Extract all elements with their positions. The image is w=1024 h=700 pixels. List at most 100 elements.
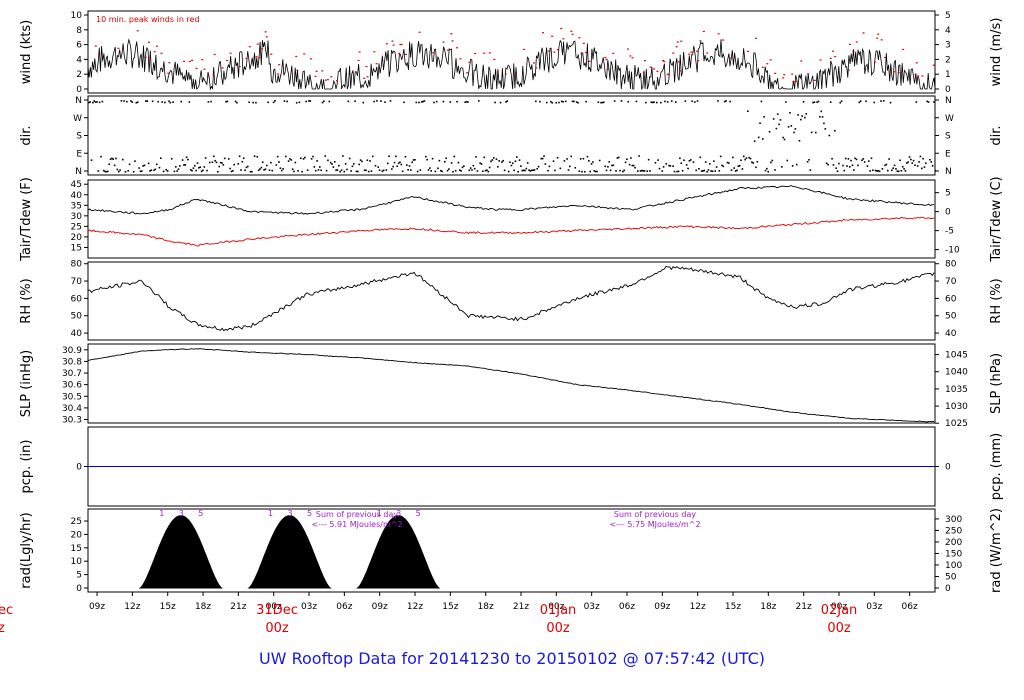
direction-point — [234, 100, 237, 103]
direction-point — [380, 100, 382, 102]
direction-point — [895, 168, 897, 170]
peak-wind-point — [257, 57, 260, 59]
direction-point — [328, 100, 331, 103]
peak-wind-point — [191, 59, 194, 61]
direction-point — [105, 170, 108, 173]
direction-point — [615, 170, 617, 172]
peak-wind-point — [195, 67, 198, 70]
direction-point — [313, 166, 316, 168]
direction-point — [681, 169, 684, 172]
peak-wind-point — [504, 73, 507, 75]
peak-wind-point — [459, 58, 462, 60]
ytick-label-right: 0 — [945, 584, 951, 594]
peak-wind-point — [324, 79, 327, 81]
peak-wind-point — [206, 76, 209, 78]
peak-wind-point — [680, 40, 683, 42]
radiation-marker: 1 — [159, 509, 164, 518]
peak-wind-point — [94, 45, 97, 47]
ytick-label-left: 70 — [71, 277, 83, 287]
direction-point — [908, 156, 911, 158]
direction-point — [503, 169, 506, 172]
ytick-label-left: 40 — [71, 191, 83, 201]
direction-point — [435, 100, 438, 103]
peak-wind-point — [326, 79, 329, 81]
direction-point — [563, 160, 566, 162]
direction-point — [299, 157, 302, 160]
sum-note-line2: <--- 5.75 MJoules/m^2 — [609, 520, 700, 529]
direction-point — [536, 167, 539, 170]
direction-point — [366, 159, 369, 162]
direction-point — [925, 162, 927, 165]
direction-point — [487, 170, 490, 173]
direction-point — [183, 164, 185, 166]
direction-point — [833, 129, 836, 132]
direction-point — [677, 170, 680, 173]
direction-point — [286, 100, 288, 103]
direction-point — [635, 100, 638, 103]
direction-point — [305, 100, 308, 103]
ytick-label-left: 20 — [71, 233, 83, 243]
peak-wind-point — [582, 42, 585, 44]
peak-wind-point — [766, 63, 769, 65]
direction-point — [643, 170, 646, 172]
direction-point — [514, 160, 517, 163]
direction-point — [434, 170, 437, 173]
ytick-label-right: 0 — [945, 208, 951, 218]
direction-point — [302, 158, 305, 160]
xtick-label: 00z — [831, 602, 847, 612]
direction-point — [395, 155, 397, 158]
direction-point — [351, 165, 354, 168]
direction-point — [550, 100, 552, 103]
direction-point — [840, 100, 843, 102]
direction-point — [329, 161, 332, 164]
direction-point — [444, 160, 446, 163]
direction-point — [581, 170, 583, 173]
direction-point — [317, 169, 320, 171]
direction-point — [781, 166, 783, 168]
peak-wind-point — [605, 58, 608, 60]
direction-point — [809, 169, 812, 171]
direction-point — [609, 169, 612, 172]
ytick-label-right: N — [945, 96, 952, 106]
direction-point — [582, 157, 585, 160]
direction-point — [279, 167, 282, 169]
direction-point — [96, 101, 98, 103]
ytick-label-left: 30.9 — [62, 346, 82, 356]
direction-point — [100, 155, 102, 158]
direction-point — [583, 170, 586, 173]
direction-point — [388, 155, 390, 158]
direction-point — [850, 159, 852, 162]
direction-point — [404, 155, 407, 158]
peak-wind-point — [155, 45, 158, 47]
panel-frame — [87, 179, 936, 259]
direction-point — [397, 162, 400, 165]
direction-point — [891, 169, 893, 172]
direction-point — [333, 160, 336, 163]
peak-wind-point — [203, 68, 206, 70]
direction-point — [200, 170, 203, 173]
direction-point — [683, 159, 685, 162]
direction-point — [442, 100, 445, 103]
direction-point — [695, 169, 697, 172]
xtick-label: 03z — [584, 602, 600, 612]
ytick-label-left: E — [76, 149, 82, 159]
direction-point — [264, 168, 267, 171]
radiation-marker: 5 — [198, 509, 203, 518]
direction-point — [665, 163, 668, 165]
xtick-label: 18z — [478, 602, 494, 612]
direction-point — [713, 160, 715, 162]
direction-point — [634, 166, 636, 169]
radiation-marker: 1 — [268, 509, 273, 518]
ylabel-left: Tair/Tdew (F) — [19, 177, 34, 262]
direction-point — [645, 101, 647, 104]
radiation-marker: 3 — [287, 509, 292, 518]
direction-point — [154, 168, 157, 171]
direction-point — [323, 100, 325, 103]
direction-point — [488, 166, 491, 169]
direction-point — [638, 155, 640, 157]
ytick-label-left: 4 — [76, 55, 82, 65]
peak-wind-point — [188, 60, 191, 63]
peak-wind-point — [782, 77, 785, 79]
peak-wind-point — [855, 41, 858, 43]
peak-wind-point — [696, 50, 699, 52]
